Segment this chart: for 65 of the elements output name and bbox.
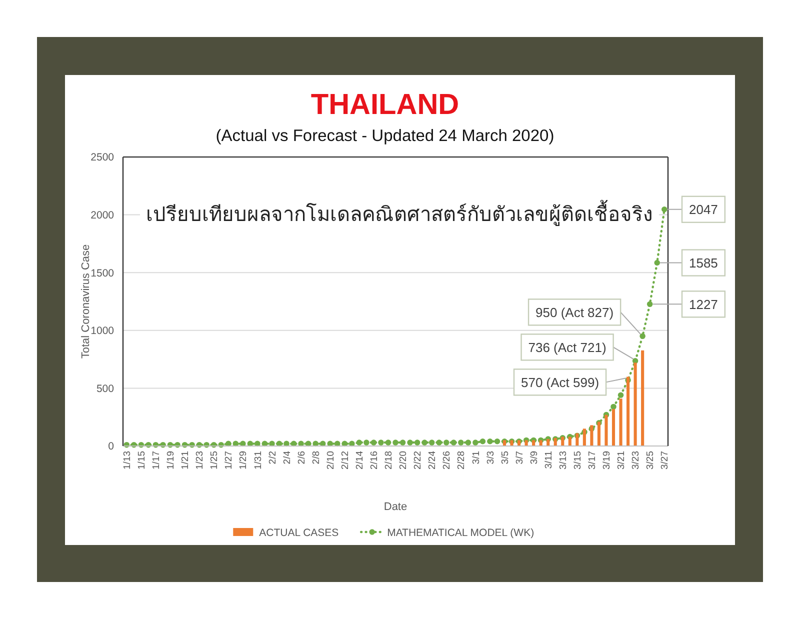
y-axis-title: Total Coronavirus Case	[80, 244, 92, 359]
bar	[641, 350, 644, 446]
x-tick-label: 2/6	[296, 451, 308, 464]
x-tick-label: 1/15	[136, 451, 148, 470]
x-tick-label: 2/20	[398, 451, 410, 470]
x-tick-label: 2/24	[427, 451, 438, 470]
x-tick-label: 3/7	[514, 451, 526, 464]
x-tick-label: 2/8	[310, 451, 322, 464]
x-tick-label: 2/28	[456, 451, 468, 470]
data-label: 950 (Act 827)	[536, 304, 614, 320]
bar	[626, 376, 630, 446]
y-tick-label: 0	[108, 440, 114, 453]
chart-subtitle: (Actual vs Forecast - Updated 24 March 2020)	[216, 127, 554, 145]
x-tick-label: 3/11	[543, 451, 554, 469]
y-tick-label: 1500	[90, 267, 114, 280]
x-tick-label: 2/4	[282, 451, 293, 464]
x-tick-label: 2/2	[267, 451, 278, 464]
bar	[554, 438, 557, 446]
data-label: 1227	[689, 296, 718, 312]
y-tick-label: 2500	[90, 152, 114, 164]
data-label: 1585	[689, 255, 718, 270]
x-tick-label: 3/3	[485, 451, 496, 464]
x-tick-label: 3/5	[500, 451, 511, 464]
x-axis-title: Date	[384, 501, 408, 513]
x-tick-label: 3/25	[645, 451, 656, 470]
chart-title: THAILAND	[310, 89, 460, 121]
x-tick-label: 1/27	[224, 451, 235, 470]
bar	[576, 433, 579, 446]
y-tick-label: 500	[96, 382, 114, 395]
x-tick-label: 3/17	[587, 451, 598, 470]
annotation: เปรียบเทียบผลจากโมเดลคณิตศาสตร์กับตัวเลขผู้ติดเชื้อจริง	[146, 200, 653, 227]
x-tick-label: 1/31	[252, 451, 264, 470]
bar	[582, 428, 586, 446]
x-tick-label: 2/26	[442, 451, 453, 470]
x-tick-label: 1/25	[209, 451, 220, 470]
bar	[561, 436, 564, 446]
x-tick-label: 2/10	[325, 451, 336, 470]
legend-label: ACTUAL CASES	[259, 526, 339, 539]
x-tick-label: 2/14	[354, 451, 366, 470]
y-tick-label: 1000	[90, 325, 114, 338]
x-tick-label: 1/23	[194, 451, 206, 470]
x-tick-label: 3/23	[630, 451, 642, 470]
legend-label: MATHEMATICAL MODEL (WK)	[387, 526, 534, 539]
x-tick-label: 3/13	[558, 451, 569, 470]
x-tick-label: 2/18	[384, 451, 395, 470]
data-label: 2047	[689, 202, 718, 218]
x-tick-label: 3/19	[602, 451, 613, 470]
x-tick-label: 1/17	[151, 451, 162, 470]
x-tick-label: 3/21	[616, 451, 628, 470]
x-tick-label: 2/12	[340, 451, 351, 470]
bar	[597, 422, 600, 446]
y-tick-label: 2000	[90, 209, 114, 222]
x-tick-label: 1/29	[238, 451, 250, 470]
x-tick-label: 3/15	[572, 451, 584, 470]
x-tick-label: 2/22	[412, 451, 424, 470]
data-label: 736 (Act 721)	[528, 340, 606, 355]
x-tick-label: 1/13	[122, 451, 133, 470]
data-label: 570 (Act 599)	[520, 374, 600, 390]
x-tick-label: 3/9	[528, 451, 540, 464]
x-tick-label: 1/19	[166, 451, 177, 470]
x-tick-label: 3/1	[470, 451, 482, 464]
x-tick-label: 3/27	[660, 451, 671, 470]
x-tick-label: 1/21	[180, 451, 192, 470]
x-tick-label: 2/16	[369, 451, 380, 470]
bar	[590, 425, 594, 446]
